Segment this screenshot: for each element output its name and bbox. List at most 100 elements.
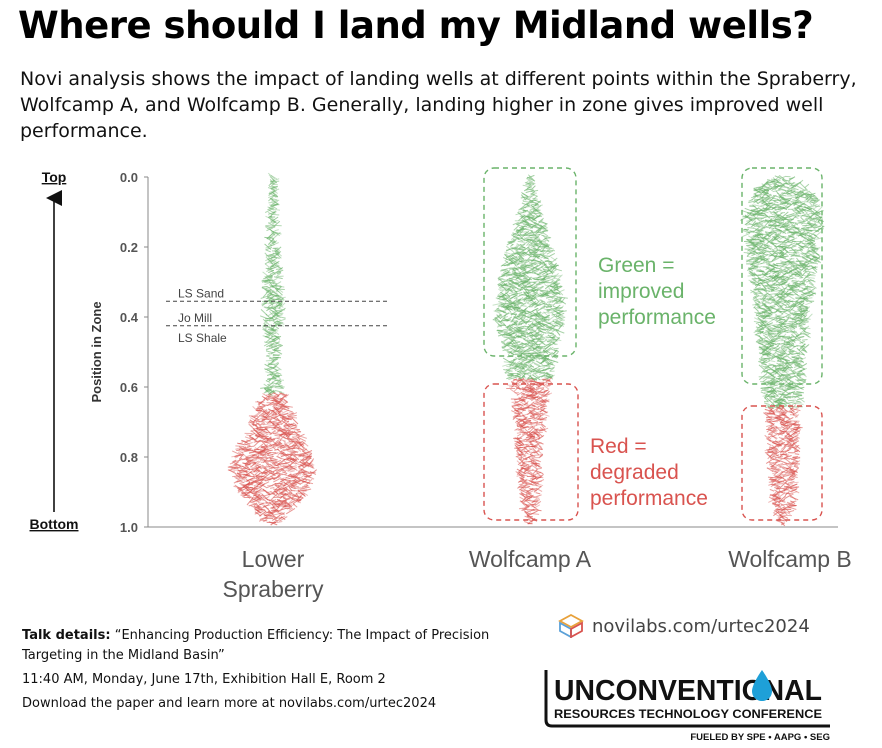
green-point <box>265 246 273 251</box>
green-point <box>528 268 535 272</box>
green-point <box>268 222 276 228</box>
red-point <box>267 452 274 456</box>
green-point <box>753 257 761 264</box>
green-point <box>525 343 535 348</box>
red-point <box>275 483 283 490</box>
green-point <box>549 367 555 372</box>
red-point <box>279 488 288 495</box>
red-point <box>282 418 292 421</box>
red-point <box>282 406 290 409</box>
green-point <box>275 288 285 290</box>
green-point <box>521 264 526 270</box>
green-point <box>756 214 767 217</box>
green-point <box>269 197 274 201</box>
green-point <box>519 368 525 373</box>
green-point <box>806 234 813 239</box>
green-point <box>516 277 523 281</box>
red-point <box>250 491 258 494</box>
green-point <box>770 257 780 263</box>
green-point <box>790 254 795 257</box>
green-point <box>510 345 516 349</box>
green-point <box>798 306 808 311</box>
red-point <box>282 481 290 488</box>
green-point <box>787 315 797 322</box>
green-point <box>766 246 775 251</box>
green-point <box>501 346 507 349</box>
green-point <box>516 324 522 326</box>
green-point <box>751 195 758 199</box>
green-point <box>274 387 283 389</box>
red-point <box>304 463 314 469</box>
green-point <box>795 242 804 249</box>
red-point <box>526 487 534 493</box>
red-point <box>516 433 526 441</box>
green-point <box>800 245 808 249</box>
green-point <box>799 340 805 344</box>
green-point <box>760 253 767 256</box>
green-point <box>528 218 536 225</box>
green-point <box>780 295 790 301</box>
green-point <box>504 254 511 260</box>
red-point <box>535 487 543 492</box>
green-point <box>777 176 786 181</box>
green-point <box>791 279 799 282</box>
green-point <box>786 343 796 348</box>
green-point <box>766 330 775 339</box>
green-point <box>494 307 500 312</box>
green-point <box>764 357 774 360</box>
green-point <box>753 292 762 295</box>
green-point <box>517 240 525 243</box>
green-point <box>802 260 808 266</box>
red-point <box>228 466 239 469</box>
green-point <box>777 329 784 332</box>
green-point <box>746 256 755 263</box>
green-point <box>805 334 810 338</box>
red-point <box>510 388 519 396</box>
red-point <box>524 384 529 389</box>
red-point <box>259 483 266 489</box>
green-point <box>798 262 806 265</box>
green-point <box>499 283 508 289</box>
green-point <box>531 311 538 317</box>
red-point <box>285 507 296 515</box>
green-point <box>780 289 789 297</box>
red-point <box>276 455 282 460</box>
green-point <box>794 268 802 274</box>
green-point <box>267 363 275 366</box>
red-point <box>517 433 522 437</box>
green-point <box>268 195 273 199</box>
red-point <box>266 515 276 518</box>
green-point <box>529 313 538 318</box>
green-point <box>754 299 761 304</box>
green-point <box>519 301 528 308</box>
red-point <box>249 487 256 490</box>
green-point <box>267 384 272 388</box>
green-point <box>270 187 278 192</box>
red-point <box>530 415 535 418</box>
green-point <box>265 371 271 374</box>
red-point <box>520 467 525 469</box>
green-point <box>537 247 545 254</box>
green-point <box>790 302 795 307</box>
green-point <box>262 328 271 335</box>
green-point <box>796 271 803 276</box>
green-point <box>783 341 793 345</box>
red-point <box>277 487 285 490</box>
green-point <box>546 341 555 343</box>
red-point <box>298 463 307 468</box>
y-tick-label: 0.0 <box>120 170 138 185</box>
green-point <box>537 338 544 344</box>
green-point <box>506 304 512 309</box>
red-point <box>521 466 530 473</box>
green-point <box>519 263 527 269</box>
green-point <box>522 278 533 281</box>
green-point <box>807 265 817 271</box>
green-point <box>798 312 804 317</box>
green-point <box>272 337 277 341</box>
red-point <box>284 460 293 468</box>
red-point <box>533 428 539 431</box>
red-point <box>267 396 272 399</box>
green-point <box>761 279 771 285</box>
green-point <box>524 246 530 250</box>
red-point <box>292 436 298 438</box>
